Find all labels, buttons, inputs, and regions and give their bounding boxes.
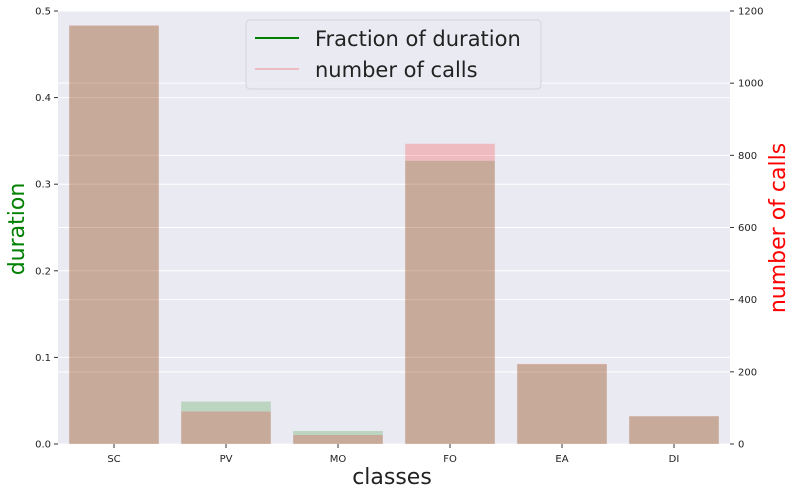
- x-ticks: SC PV MO FO EA DI: [107, 444, 679, 465]
- x-tick-label-di: DI: [669, 454, 680, 465]
- bar-duration-mo: [293, 431, 383, 444]
- bar-calls-mo: [293, 434, 383, 444]
- bars-fraction-of-duration: [69, 25, 719, 445]
- y-tick-label-right: 1000: [738, 79, 763, 90]
- bar-calls-fo: [405, 143, 495, 444]
- y-tick-label-left: 0.0: [35, 440, 51, 451]
- y-axis-label-left: duration: [5, 183, 30, 276]
- y-tick-label-right: 1200: [738, 7, 763, 18]
- y-tick-label-left: 0.4: [35, 93, 51, 104]
- bar-duration-pv: [181, 401, 271, 444]
- y-tick-label-right: 800: [738, 151, 757, 162]
- y-tick-label-left: 0.1: [35, 353, 51, 364]
- legend-box: [245, 19, 542, 90]
- y-tick-label-right: 400: [738, 295, 757, 306]
- bars-number-of-calls: [69, 25, 719, 445]
- bar-calls-ea: [517, 363, 607, 444]
- y-ticks-left: 0.0 0.1 0.2 0.3 0.4 0.5: [35, 7, 58, 451]
- bar-duration-ea: [517, 364, 607, 444]
- legend: Fraction of duration number of calls: [245, 19, 542, 90]
- x-tick-label-sc: SC: [107, 454, 120, 465]
- y-tick-label-left: 0.2: [35, 266, 51, 277]
- x-axis-label: classes: [352, 465, 432, 490]
- y-ticks-right: 0 200 400 600 800 1000 1200: [730, 7, 763, 451]
- bar-calls-pv: [181, 411, 271, 444]
- legend-label-fraction-of-duration: Fraction of duration: [315, 27, 521, 51]
- x-tick-label-fo: FO: [443, 454, 457, 465]
- bar-calls-sc: [69, 25, 159, 445]
- x-tick-label-mo: MO: [330, 454, 347, 465]
- bar-duration-fo: [405, 160, 495, 444]
- bar-duration-di: [629, 416, 719, 444]
- x-tick-label-ea: EA: [555, 454, 568, 465]
- y-tick-label-left: 0.3: [35, 180, 51, 191]
- grid-lines-right: [58, 10, 730, 445]
- y-tick-label-right: 200: [738, 367, 757, 378]
- y-tick-label-right: 0: [738, 440, 744, 451]
- bar-calls-di: [629, 416, 719, 444]
- y-tick-label-right: 600: [738, 223, 757, 234]
- y-axis-label-right: number of calls: [766, 143, 791, 313]
- legend-label-number-of-calls: number of calls: [315, 58, 478, 82]
- x-tick-label-pv: PV: [220, 454, 233, 465]
- y-tick-label-left: 0.5: [35, 7, 51, 18]
- bar-duration-sc: [69, 25, 159, 445]
